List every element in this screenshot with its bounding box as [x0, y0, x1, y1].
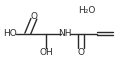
Text: HO: HO: [3, 29, 17, 38]
Text: OH: OH: [39, 48, 53, 57]
Text: O: O: [30, 12, 37, 21]
Text: O: O: [78, 48, 85, 57]
Text: H₂O: H₂O: [78, 6, 96, 15]
Text: NH: NH: [59, 29, 72, 38]
